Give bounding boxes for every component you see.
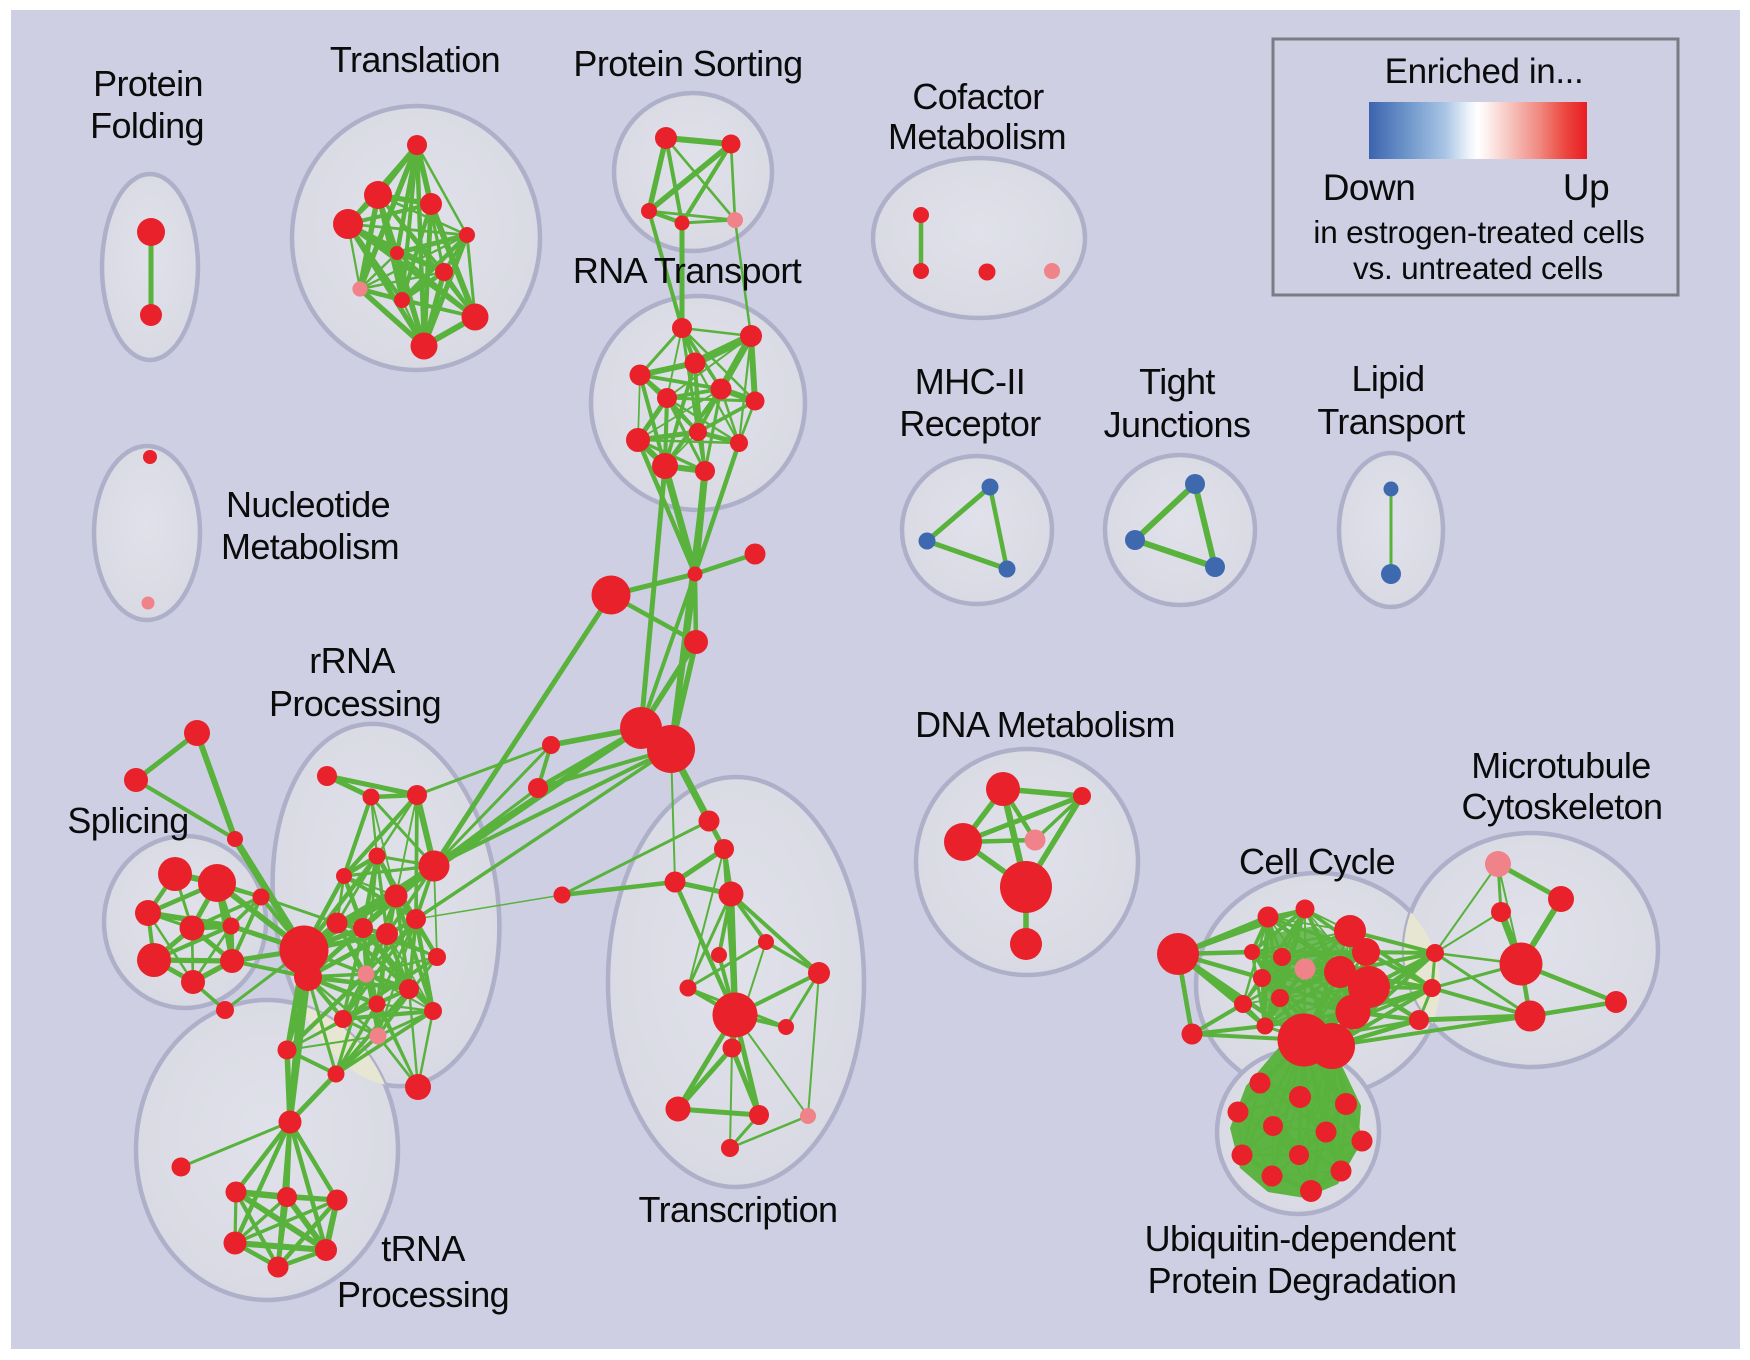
svg-text:Metabolism: Metabolism	[888, 116, 1066, 157]
svg-text:Protein Degradation: Protein Degradation	[1148, 1260, 1457, 1301]
svg-text:in estrogen-treated cells: in estrogen-treated cells	[1313, 214, 1644, 250]
svg-text:Tight: Tight	[1139, 361, 1215, 402]
svg-text:vs. untreated cells: vs. untreated cells	[1353, 250, 1603, 286]
svg-text:Transcription: Transcription	[639, 1189, 838, 1230]
svg-text:Lipid: Lipid	[1351, 358, 1424, 399]
svg-text:Nucleotide: Nucleotide	[226, 484, 390, 525]
svg-text:Microtubule: Microtubule	[1471, 745, 1650, 786]
svg-text:Translation: Translation	[330, 39, 500, 80]
svg-text:DNA Metabolism: DNA Metabolism	[915, 704, 1175, 745]
svg-text:Transport: Transport	[1317, 401, 1465, 442]
svg-text:Processing: Processing	[269, 683, 441, 724]
svg-text:Processing: Processing	[337, 1274, 509, 1315]
svg-text:rRNA: rRNA	[309, 640, 395, 681]
svg-text:Cell Cycle: Cell Cycle	[1239, 841, 1395, 882]
svg-text:Protein: Protein	[93, 63, 203, 104]
svg-text:Folding: Folding	[90, 105, 204, 146]
svg-text:Junctions: Junctions	[1104, 404, 1251, 445]
svg-text:Down: Down	[1323, 167, 1416, 208]
svg-text:Ubiquitin-dependent: Ubiquitin-dependent	[1145, 1218, 1456, 1259]
svg-text:Cytoskeleton: Cytoskeleton	[1462, 786, 1663, 827]
svg-text:Up: Up	[1563, 167, 1609, 208]
svg-text:MHC-II: MHC-II	[915, 361, 1025, 402]
svg-text:Protein Sorting: Protein Sorting	[573, 43, 802, 84]
svg-text:Receptor: Receptor	[899, 403, 1041, 444]
svg-text:Enriched in...: Enriched in...	[1385, 52, 1584, 91]
svg-text:Splicing: Splicing	[67, 800, 188, 841]
svg-text:RNA Transport: RNA Transport	[573, 250, 802, 291]
svg-text:Cofactor: Cofactor	[912, 76, 1044, 117]
svg-text:tRNA: tRNA	[381, 1228, 465, 1269]
svg-text:Metabolism: Metabolism	[221, 526, 399, 567]
